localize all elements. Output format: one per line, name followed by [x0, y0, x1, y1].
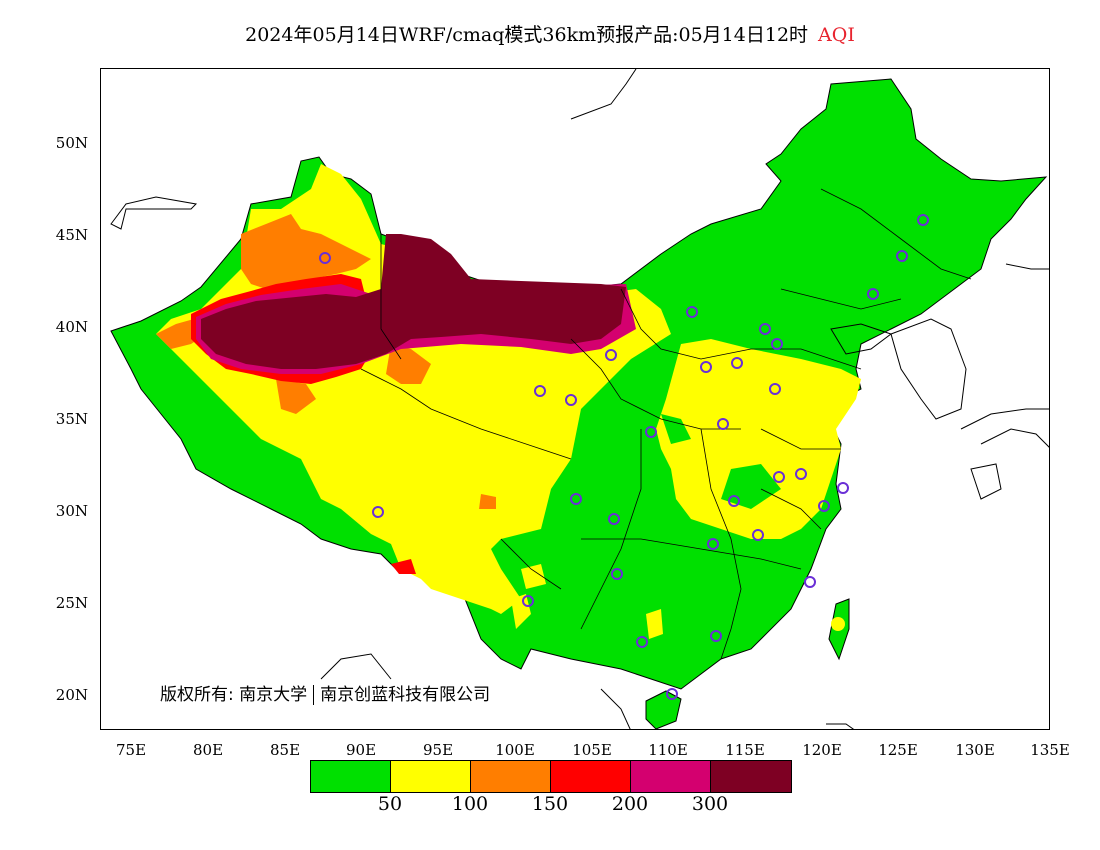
- region-hainan: [645, 690, 682, 729]
- region-usg: [241, 214, 371, 289]
- colorbar-swatch-4: [551, 761, 631, 792]
- lat-label-25n: 25N: [55, 594, 88, 612]
- colorbar-swatch-6: [711, 761, 791, 792]
- lon-label-100e: 100E: [495, 741, 535, 759]
- title-variable: AQI: [818, 24, 855, 46]
- colorbar-swatch-5: [631, 761, 711, 792]
- lon-label-80e: 80E: [192, 741, 224, 759]
- lon-label-120e: 120E: [802, 741, 842, 759]
- lon-label-110e: 110E: [648, 741, 688, 759]
- station-markers: [319, 214, 929, 700]
- colorbar-label-100: 100: [451, 793, 489, 815]
- lon-label-125e: 125E: [878, 741, 918, 759]
- colorbar-label-200: 200: [611, 793, 649, 815]
- map-canvas: [110, 69, 1049, 729]
- colorbar-label-50: 50: [377, 793, 403, 815]
- lon-label-130e: 130E: [955, 741, 995, 759]
- lat-label-30n: 30N: [55, 502, 88, 520]
- lon-label-90e: 90E: [345, 741, 377, 759]
- lat-label-45n: 45N: [55, 226, 88, 244]
- copyright-separator: [313, 685, 315, 705]
- copyright-org-2: 南京创蓝科技有限公司: [320, 685, 491, 705]
- lat-label-40n: 40N: [55, 318, 88, 336]
- aqi-map: [100, 68, 1050, 730]
- lat-label-50n: 50N: [55, 134, 88, 152]
- copyright-org-1: 南京大学: [239, 685, 308, 705]
- colorbar-swatch-2: [391, 761, 471, 792]
- lon-label-85e: 85E: [269, 741, 301, 759]
- lat-label-20n: 20N: [55, 686, 88, 704]
- colorbar-swatch-1: [311, 761, 391, 792]
- aqi-colorbar: [310, 760, 792, 793]
- colorbar-label-300: 300: [691, 793, 729, 815]
- lon-label-75e: 75E: [115, 741, 147, 759]
- copyright-notice: 版权所有: 南京大学 南京创蓝科技有限公司: [160, 680, 490, 705]
- map-title: 2024年05月14日WRF/cmaq模式36km预报产品:05月14日12时 A…: [0, 20, 1100, 47]
- lat-label-35n: 35N: [55, 410, 88, 428]
- title-main: 2024年05月14日WRF/cmaq模式36km预报产品:05月14日12时: [245, 24, 809, 46]
- colorbar-label-150: 150: [531, 793, 569, 815]
- colorbar-swatch-3: [471, 761, 551, 792]
- province-boundaries: [360, 188, 972, 660]
- lon-label-135e: 135E: [1030, 741, 1070, 759]
- lon-label-95e: 95E: [422, 741, 454, 759]
- lon-label-105e: 105E: [572, 741, 612, 759]
- coastlines: [110, 69, 1049, 729]
- lon-label-115e: 115E: [725, 741, 765, 759]
- region-moderate-east: [656, 339, 861, 539]
- copyright-prefix: 版权所有:: [160, 685, 234, 705]
- region-hazardous: [201, 234, 626, 369]
